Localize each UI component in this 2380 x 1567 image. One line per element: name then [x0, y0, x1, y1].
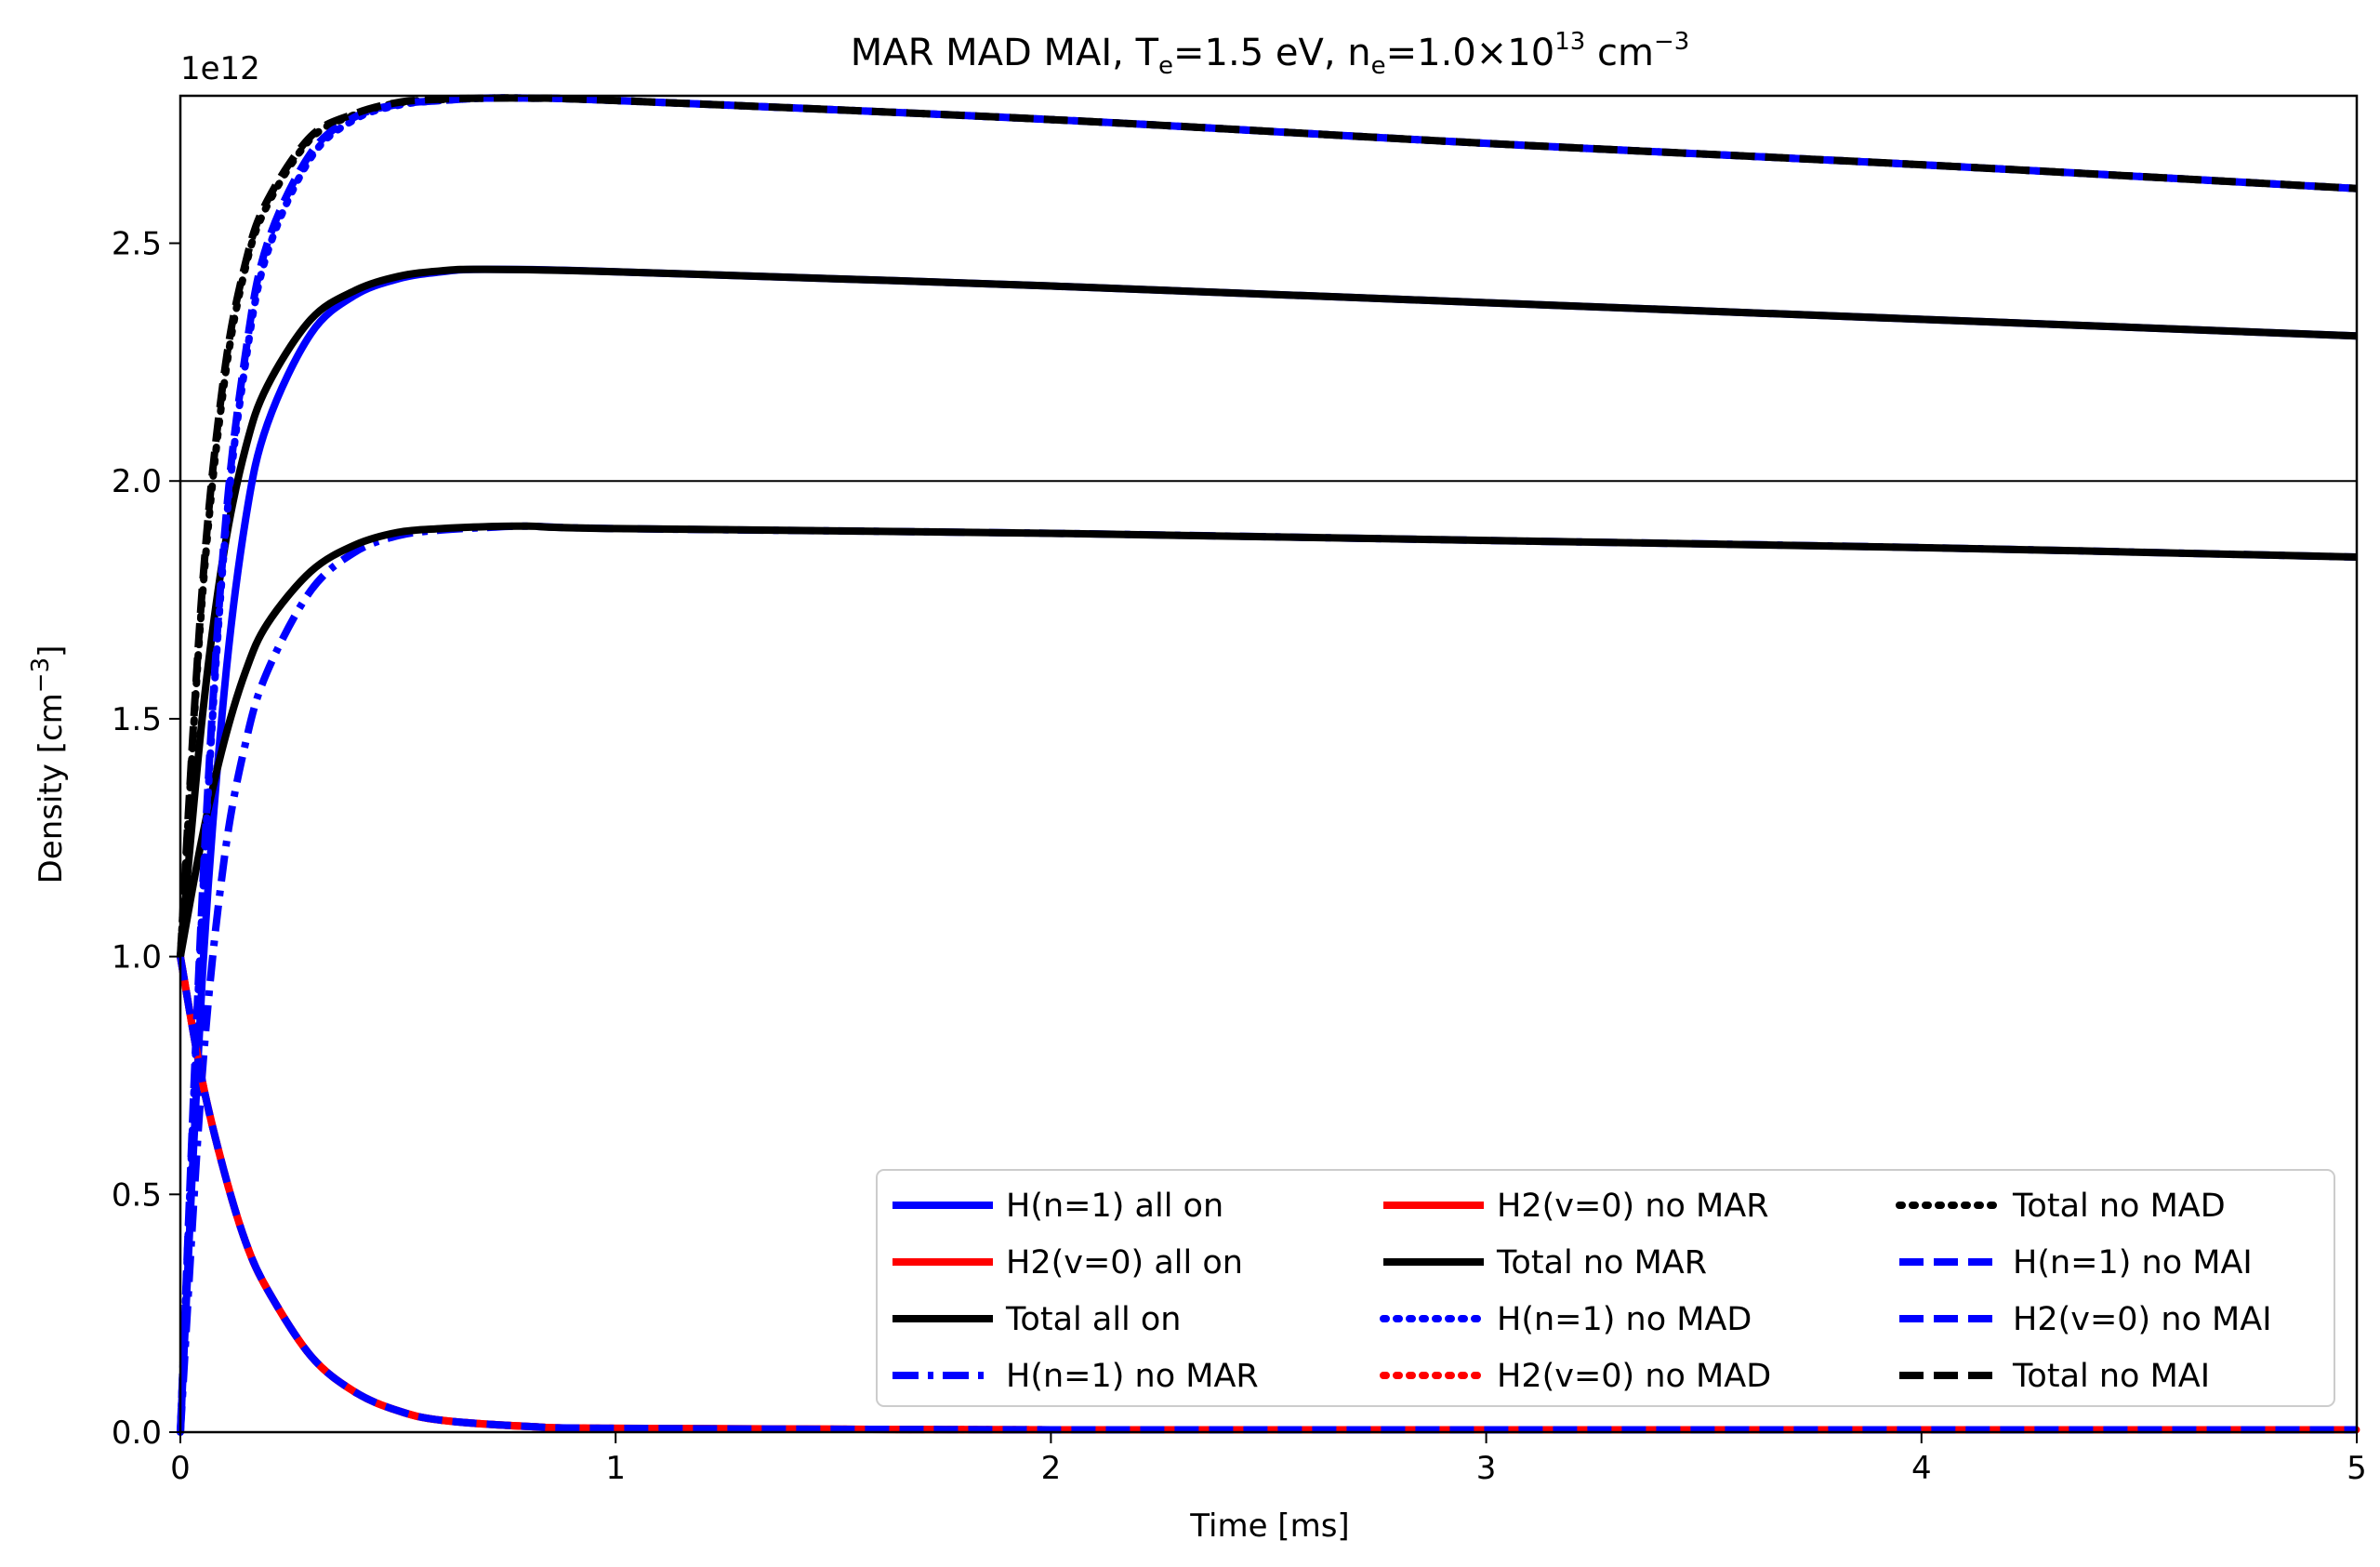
legend-label: H(n=1) all on: [1006, 1188, 1223, 1225]
x-tick-label: 3: [1476, 1450, 1497, 1487]
series-line-5: [177, 522, 2358, 958]
legend-label: H2(v=0) no MAR: [1497, 1188, 1769, 1225]
y-axis-label: Density [cm−3]: [27, 645, 70, 884]
plot-frame: [178, 94, 2359, 1434]
x-tick-label: 0: [170, 1450, 191, 1487]
series-line-2: [177, 265, 2358, 957]
y-tick-label: 2.5: [112, 226, 162, 263]
y-tick-label: 2.0: [112, 463, 162, 500]
x-axis-label: Time [ms]: [1189, 1507, 1349, 1545]
y-tick-label: 0.0: [112, 1414, 162, 1452]
x-tick-label: 4: [1911, 1450, 1932, 1487]
y-tick-label: 1.0: [112, 939, 162, 976]
y-offset-text: 1e12: [180, 50, 260, 87]
legend-label: Total all on: [1005, 1301, 1181, 1338]
legend-label: Total no MAR: [1496, 1244, 1707, 1281]
legend-label: Total no MAD: [2012, 1188, 2226, 1225]
legend: H(n=1) all on H2(v=0) all on Total all on H…: [876, 1169, 2335, 1407]
legend-box: [876, 1169, 2335, 1407]
legend-label: H2(v=0) no MAI: [2013, 1301, 2272, 1338]
y-tick-label: 1.5: [112, 701, 162, 738]
x-axis-ticks: 0 1 2 3 4 5: [170, 1432, 2367, 1487]
y-tick-label: 0.5: [112, 1176, 162, 1214]
x-tick-label: 1: [605, 1450, 626, 1487]
legend-label: Total no MAI: [2012, 1358, 2210, 1395]
legend-label: H(n=1) no MAR: [1006, 1358, 1259, 1395]
legend-label: H(n=1) no MAI: [2013, 1244, 2253, 1281]
x-tick-label: 5: [2347, 1450, 2367, 1487]
y-axis-ticks: 0.0 0.5 1.0 1.5 2.0 2.5: [112, 226, 180, 1452]
chart-title: MAR MAD MAI, Te=1.5 eV, ne=1.0×1013 cm−3: [851, 28, 1690, 80]
legend-label: H(n=1) no MAD: [1497, 1301, 1752, 1338]
legend-label: H2(v=0) all on: [1006, 1244, 1243, 1281]
series-layer: [177, 94, 2360, 1436]
legend-label: H2(v=0) no MAD: [1497, 1358, 1771, 1395]
x-tick-label: 2: [1041, 1450, 1062, 1487]
series-line-10: [177, 955, 2357, 1434]
series-line-11: [177, 94, 2358, 957]
